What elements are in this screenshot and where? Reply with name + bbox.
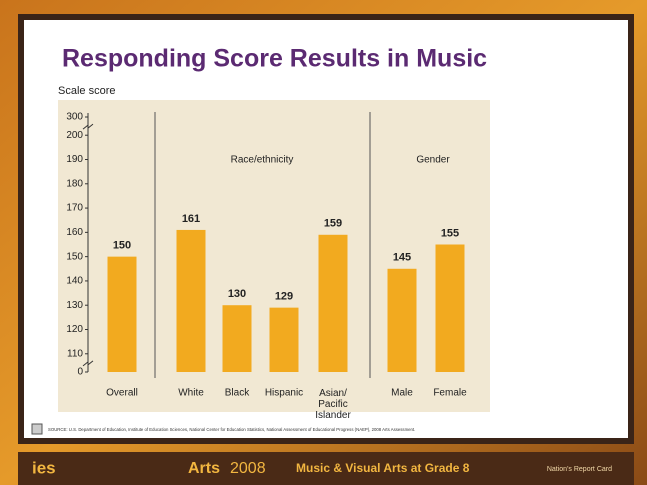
bar xyxy=(222,305,252,372)
group-label: Gender xyxy=(416,155,450,166)
x-tick-label: White xyxy=(178,388,204,399)
bar xyxy=(269,307,299,372)
bar xyxy=(387,268,417,372)
value-label: 161 xyxy=(182,213,200,225)
icon xyxy=(31,423,43,435)
footer-caption: Music & Visual Arts at Grade 8 xyxy=(296,461,470,475)
x-tick-label: Overall xyxy=(106,388,138,399)
y-tick-label: 160 xyxy=(66,227,83,238)
x-tick-label: Male xyxy=(391,388,413,399)
x-tick-label: Asian/Pacific Islander xyxy=(315,388,351,421)
x-tick-label: Hispanic xyxy=(265,388,303,399)
group-label: Race/ethnicity xyxy=(231,155,294,166)
x-tick-label: Female xyxy=(433,388,467,399)
slide-title: Responding Score Results in Music xyxy=(62,45,487,73)
value-label: 130 xyxy=(228,288,246,300)
y-tick-label: 170 xyxy=(66,203,83,214)
value-label: 159 xyxy=(324,218,342,230)
x-tick-label: Black xyxy=(225,388,250,399)
y-tick-label: 120 xyxy=(66,324,83,335)
y-tick-label: 180 xyxy=(66,178,83,189)
y-tick-label: 150 xyxy=(66,251,83,262)
value-label: 155 xyxy=(441,227,459,239)
footer-logo: ies xyxy=(32,458,56,477)
axis-break xyxy=(82,360,94,367)
bar xyxy=(107,256,137,372)
source-note: SOURCE: U.S. Department of Education, In… xyxy=(48,427,415,432)
y-tick-label: 190 xyxy=(66,154,83,165)
y-tick-label: 110 xyxy=(67,348,83,359)
y-tick-label: 0 xyxy=(77,367,83,378)
bar xyxy=(176,229,206,372)
axis-break xyxy=(82,123,94,130)
bar xyxy=(435,244,465,372)
y-tick-label: 200 xyxy=(66,130,83,141)
y-tick-label: 130 xyxy=(66,300,83,311)
footer-brand: Nation's Report Card xyxy=(547,466,612,473)
value-label: 150 xyxy=(113,240,131,252)
value-label: 145 xyxy=(393,252,411,264)
bar xyxy=(318,234,348,372)
footer-subject: Arts xyxy=(188,460,220,477)
y-tick-label: 140 xyxy=(66,276,83,287)
footer-year: 2008 xyxy=(230,460,266,477)
y-tick-label: 300 xyxy=(66,112,83,123)
y-axis-label: Scale score xyxy=(58,85,115,97)
footer-bar xyxy=(18,452,634,485)
value-label: 129 xyxy=(275,291,293,303)
